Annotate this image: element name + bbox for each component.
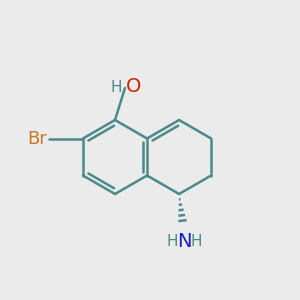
Text: H: H: [110, 80, 122, 94]
Text: O: O: [126, 77, 141, 97]
Text: N: N: [177, 232, 191, 251]
Text: H: H: [166, 234, 178, 249]
Text: H: H: [190, 234, 202, 249]
Text: Br: Br: [27, 130, 47, 148]
